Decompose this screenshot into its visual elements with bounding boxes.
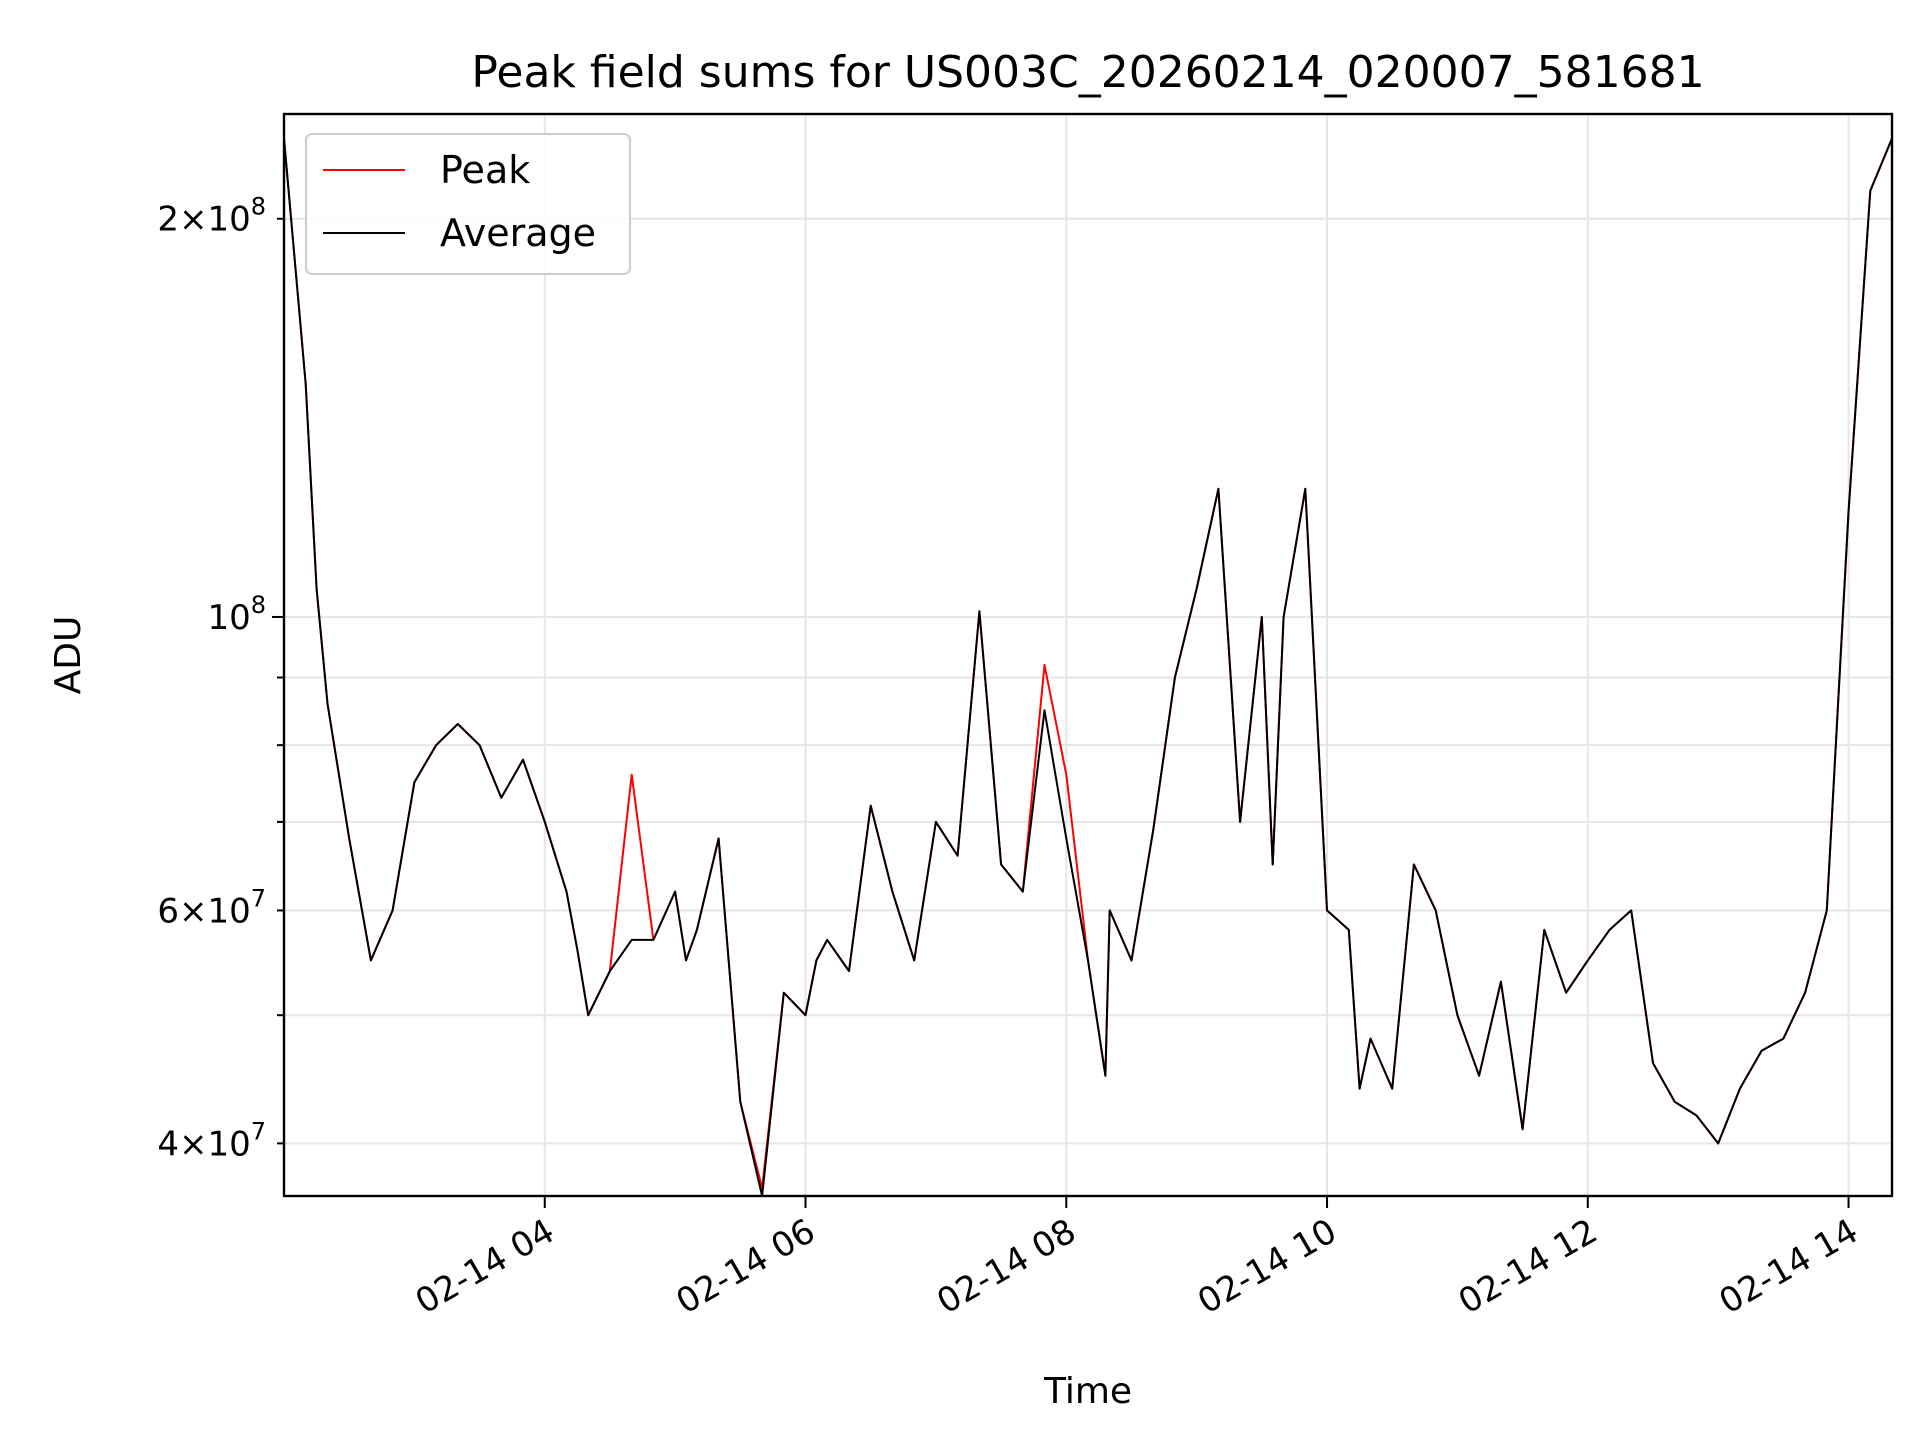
- y-tick-label: 4×107: [157, 1117, 266, 1164]
- y-axis-label: ADU: [48, 616, 89, 695]
- y-axis-ticks: 108 4×107 6×107 2×108: [157, 193, 284, 1164]
- series-layer: [283, 138, 1893, 1197]
- legend: Peak Average: [305, 133, 631, 275]
- grid: [284, 114, 1892, 1196]
- plot-frame: [282, 112, 1894, 1198]
- legend-average-label: Average: [440, 211, 596, 255]
- y-tick-label: 108: [207, 591, 266, 638]
- chart-title: Peak field sums for US003C_20260214_0200…: [471, 47, 1704, 98]
- series-line-average: [283, 138, 1893, 1197]
- y-tick-label: 2×108: [157, 193, 266, 240]
- y-tick-label: 6×107: [157, 884, 266, 931]
- x-axis-label: Time: [1043, 1371, 1132, 1412]
- legend-peak-label: Peak: [440, 148, 530, 192]
